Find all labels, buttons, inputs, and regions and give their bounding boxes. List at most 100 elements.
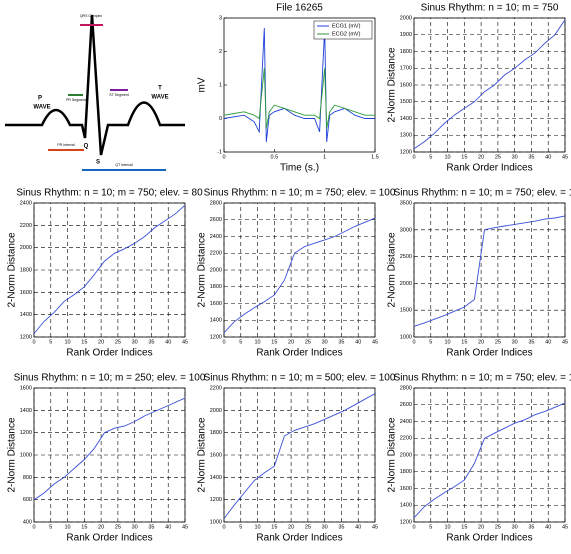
x-axis-label: Rank Order Indices	[66, 533, 152, 544]
y-tick-label: 1000	[400, 334, 412, 340]
x-tick-label: 1.5	[371, 154, 379, 160]
y-tick-label: 1	[219, 82, 222, 88]
y-tick-label: -1	[217, 149, 222, 155]
data-line	[223, 217, 376, 334]
y-tick-label: 1600	[20, 290, 32, 296]
y-tick-label: 1800	[210, 430, 222, 436]
data-line	[223, 27, 375, 142]
x-tick-label: 45	[562, 154, 568, 160]
x-tick-label: 45	[182, 339, 188, 345]
data-line	[33, 204, 186, 334]
chart-title: Sinus Rhythm: n = 10; m = 750	[421, 3, 559, 14]
x-tick-label: 5	[239, 524, 242, 530]
x-axis-label: Rank Order Indices	[256, 533, 342, 544]
x-tick-label: 30	[132, 524, 138, 530]
y-tick-label: 1200	[20, 334, 32, 340]
diagram-label: Q	[84, 144, 89, 150]
x-tick-label: 40	[545, 154, 551, 160]
y-tick-label: 2	[219, 49, 222, 55]
x-tick-label: 45	[182, 524, 188, 530]
y-tick-label: 2000	[210, 267, 222, 273]
y-tick-label: 1200	[400, 149, 412, 155]
diagram-label: P	[38, 96, 42, 102]
x-tick-label: 15	[81, 339, 87, 345]
x-tick-label: 25	[115, 524, 121, 530]
y-tick-label: 1600	[400, 486, 412, 492]
x-tick-label: 20	[98, 524, 104, 530]
y-tick-label: 2500	[400, 254, 412, 260]
x-tick-label: 0	[222, 524, 225, 530]
y-tick-label: 1500	[400, 99, 412, 105]
diagram-label: S	[96, 160, 100, 166]
y-tick-label: 1200	[210, 334, 222, 340]
x-tick-label: 40	[545, 524, 551, 530]
x-axis-label: Rank Order Indices	[256, 348, 342, 359]
x-tick-label: 5	[429, 154, 432, 160]
diagram-label: ST Segment	[109, 93, 128, 97]
chart-title: Sinus Rhythm: n = 10; m = 250; elev. = 1…	[14, 373, 206, 384]
diagram-label: QRS Complex	[80, 14, 103, 18]
y-tick-label: 1600	[400, 82, 412, 88]
y-tick-label: 1600	[210, 301, 222, 307]
y-tick-label: 2800	[210, 200, 222, 206]
y-tick-label: 2200	[400, 436, 412, 442]
x-tick-label: 45	[372, 339, 378, 345]
x-tick-label: 15	[271, 339, 277, 345]
x-tick-label: 35	[338, 339, 344, 345]
x-tick-label: 30	[512, 524, 518, 530]
x-tick-label: 30	[512, 339, 518, 345]
y-axis-label: 2-Norm Distance	[387, 232, 398, 307]
chart-title: Sinus Rhythm: n = 10; m = 750; elev. = 1…	[394, 373, 571, 384]
y-tick-label: 3000	[400, 227, 412, 233]
y-tick-label: 1800	[20, 267, 32, 273]
y-tick-label: 2200	[210, 385, 222, 391]
y-tick-label: 2200	[20, 223, 32, 229]
x-tick-label: 0.5	[271, 154, 279, 160]
x-tick-label: 35	[338, 524, 344, 530]
x-tick-label: 40	[355, 339, 361, 345]
y-tick-label: 1400	[210, 318, 222, 324]
x-tick-label: 20	[478, 524, 484, 530]
x-tick-label: 10	[254, 339, 260, 345]
x-tick-label: 25	[495, 154, 501, 160]
x-tick-label: 40	[165, 524, 171, 530]
x-tick-label: 45	[372, 524, 378, 530]
diagram-label: WAVE	[151, 95, 168, 101]
y-axis-label: 2-Norm Distance	[387, 417, 398, 492]
diagram-label: PR Segment	[66, 98, 86, 102]
chart-title: File 16265	[276, 3, 323, 14]
y-tick-label: 800	[23, 475, 32, 481]
x-tick-label: 10	[444, 154, 450, 160]
y-tick-label: 2400	[210, 234, 222, 240]
y-tick-label: 0	[219, 116, 222, 122]
diagram-label: PR Interval	[57, 143, 75, 147]
y-axis-label: mV	[197, 77, 208, 92]
plot-area	[223, 387, 376, 523]
x-axis-label: Rank Order Indices	[446, 348, 532, 359]
x-tick-label: 15	[461, 339, 467, 345]
x-tick-label: 10	[254, 524, 260, 530]
chart-title: Sinus Rhythm: n = 10; m = 500; elev. = 1…	[204, 373, 396, 384]
x-tick-label: 35	[528, 339, 534, 345]
y-tick-label: 1000	[210, 519, 222, 525]
y-tick-label: 2000	[400, 452, 412, 458]
y-tick-label: 3	[219, 15, 222, 21]
x-tick-label: 10	[64, 524, 70, 530]
x-tick-label: 10	[64, 339, 70, 345]
plot-area	[33, 387, 186, 523]
y-axis-label: 2-Norm Distance	[197, 417, 208, 492]
y-tick-label: 400	[23, 519, 32, 525]
data-line	[223, 68, 375, 129]
legend-label: ECG2 (mV)	[332, 31, 361, 37]
x-tick-label: 0	[222, 154, 225, 160]
y-tick-label: 1400	[20, 312, 32, 318]
y-tick-label: 1400	[20, 408, 32, 414]
y-tick-label: 1300	[400, 133, 412, 139]
x-tick-label: 5	[429, 524, 432, 530]
x-tick-label: 15	[271, 524, 277, 530]
data-line	[413, 215, 566, 327]
y-tick-label: 1800	[400, 49, 412, 55]
x-tick-label: 45	[562, 524, 568, 530]
x-tick-label: 30	[322, 339, 328, 345]
